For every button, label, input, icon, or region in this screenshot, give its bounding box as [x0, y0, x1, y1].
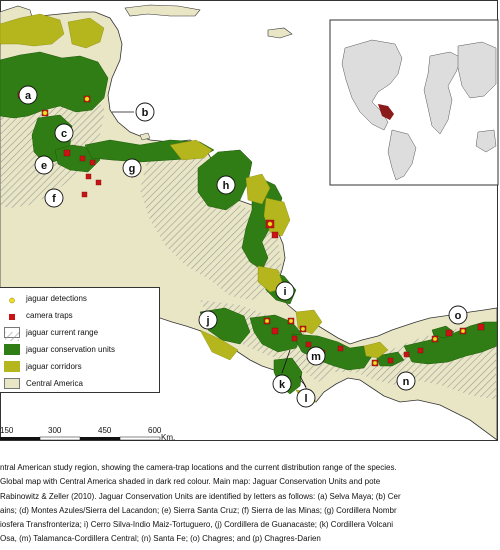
unit-leader-line	[299, 375, 307, 388]
unit-label-circle-j	[198, 310, 218, 330]
unit-label-circle-i	[275, 281, 295, 301]
unit-label-f: f	[52, 193, 56, 205]
unit-label-circle-c	[54, 123, 74, 143]
legend-row-central-america: Central America	[0, 377, 160, 391]
legend-detection-swatch	[4, 293, 20, 304]
inset-world-map	[329, 19, 499, 186]
land-jamaica	[267, 27, 293, 39]
unit-label-j: j	[205, 315, 209, 327]
legend-corridor-swatch	[4, 361, 20, 372]
unit-label-c: c	[61, 128, 67, 140]
legend-conservation-swatch	[4, 344, 20, 355]
inset-asia	[457, 41, 497, 99]
unit-labels: a b c e f g h i j k l m n o	[18, 85, 468, 408]
legend-range-swatch	[4, 327, 20, 341]
legend-label: jaguar current range	[26, 328, 99, 337]
jaguar-range-central	[140, 148, 282, 300]
unit-label-g: g	[129, 163, 136, 175]
unit-label-i: i	[283, 286, 286, 298]
legend-row-camera-traps: camera traps	[0, 309, 160, 323]
inset-south-america	[387, 129, 417, 181]
legend-label: camera traps	[26, 311, 73, 320]
land-cuba	[124, 4, 201, 17]
legend-label: jaguar detections	[26, 294, 87, 303]
land-caribbean-islet	[139, 132, 151, 141]
unit-label-h: h	[223, 180, 230, 192]
legend-row-range: jaguar current range	[0, 326, 160, 341]
scale-label: 300	[48, 426, 62, 435]
legend-row-conservation-units: jaguar conservation units	[0, 343, 160, 357]
unit-label-o: o	[455, 310, 462, 322]
legend: jaguar detections camera traps jaguar cu…	[0, 287, 160, 393]
caption-line: Global map with Central America shaded i…	[0, 477, 381, 487]
unit-label-circle-g	[122, 158, 142, 178]
jaguar-detections	[18, 92, 466, 366]
jaguar-corridors	[0, 13, 389, 405]
unit-label-a: a	[25, 90, 32, 102]
scale-label: 450	[98, 426, 112, 435]
unit-label-circle-o	[448, 305, 468, 325]
unit-label-circle-a	[18, 85, 38, 105]
unit-label-e: e	[41, 160, 47, 172]
unit-label-circle-n	[396, 371, 416, 391]
legend-row-detections: jaguar detections	[0, 292, 160, 306]
caption-line: Osa, (m) Talamanca-Cordillera Central; (…	[0, 534, 321, 544]
scale-bar	[0, 436, 161, 441]
unit-label-circle-k	[272, 374, 292, 394]
unit-label-circle-m	[306, 346, 326, 366]
legend-label: jaguar conservation units	[26, 345, 115, 354]
inset-australia	[475, 129, 497, 153]
caption-line: ntral American study region, showing the…	[0, 463, 397, 472]
unit-label-circle-e	[34, 155, 54, 175]
caption-line: iosfera Transfronteriza; i) Cerro Silva-…	[0, 520, 394, 530]
unit-label-k: k	[279, 379, 286, 391]
scale-label: 150	[0, 426, 14, 435]
unit-label-circle-f	[44, 188, 64, 208]
unit-leader-line	[281, 349, 291, 374]
inset-central-america-highlight	[378, 104, 394, 120]
caption-line: ains; (d) Montes Azules/Sierra del Lacan…	[0, 505, 397, 515]
scale-unit: Km.	[161, 433, 176, 442]
legend-camera-swatch	[4, 310, 20, 321]
unit-label-n: n	[403, 376, 410, 388]
unit-label-circle-l	[296, 388, 316, 408]
unit-label-circle-b	[135, 102, 155, 122]
caption-line: Rabinowitz & Zeller (2010). Jaguar Conse…	[0, 491, 401, 501]
legend-label: jaguar corridors	[26, 362, 82, 371]
unit-label-l: l	[304, 393, 307, 405]
unit-label-b: b	[142, 107, 149, 119]
unit-label-m: m	[311, 351, 321, 363]
scale-label: 600	[148, 426, 162, 435]
legend-label: Central America	[26, 379, 83, 388]
legend-row-corridors: jaguar corridors	[0, 360, 160, 374]
figure-caption: ntral American study region, showing the…	[0, 461, 500, 547]
unit-label-circle-h	[216, 175, 236, 195]
legend-land-swatch	[4, 378, 20, 389]
